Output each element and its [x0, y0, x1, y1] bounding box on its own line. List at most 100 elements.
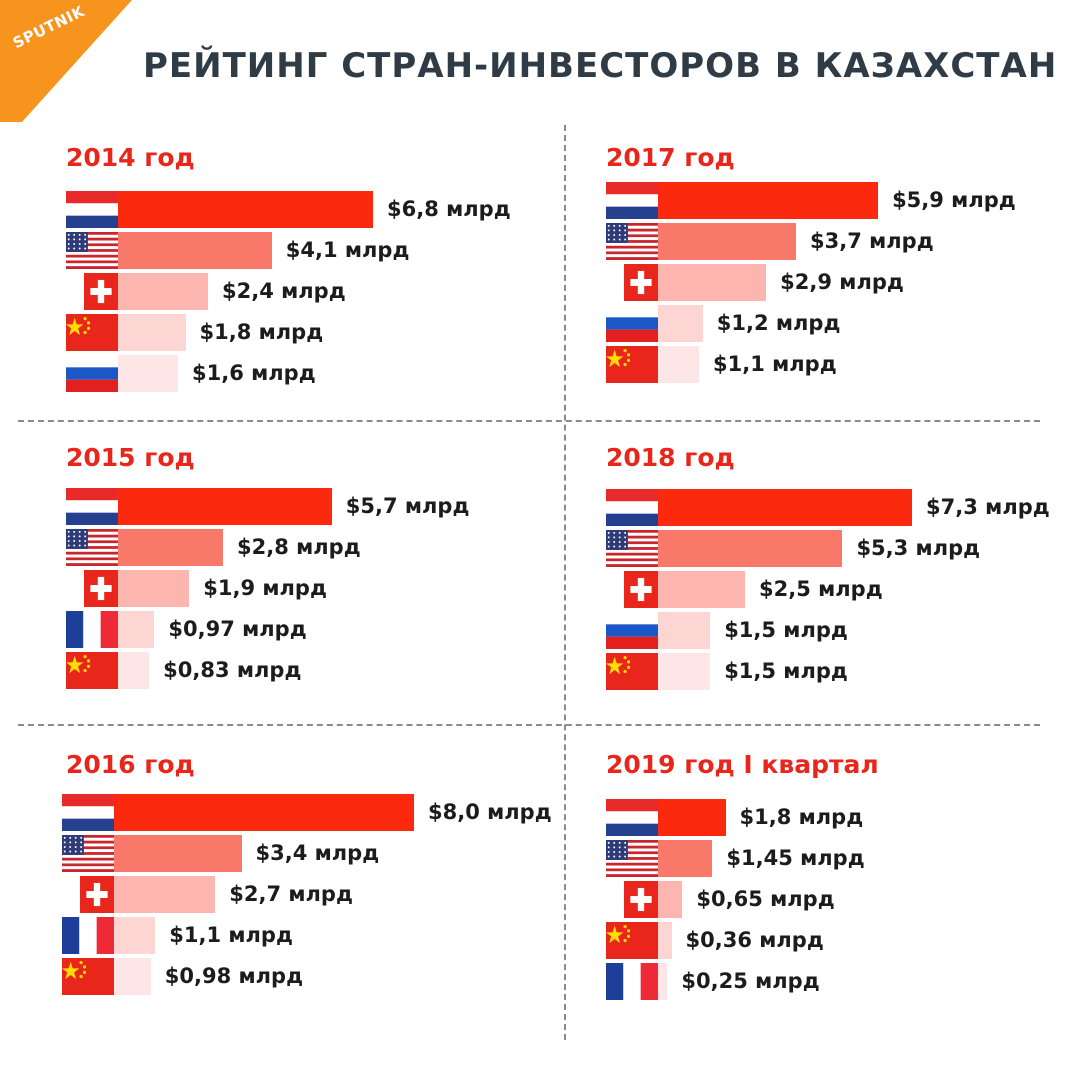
data-label: $5,7 млрд [345, 494, 470, 518]
bar [118, 652, 150, 689]
bar [118, 314, 186, 351]
data-label: $1,8 млрд [199, 320, 324, 344]
china-flag-icon [606, 346, 658, 383]
switzerland-flag-icon [84, 273, 118, 310]
china-flag-icon [66, 314, 118, 351]
netherlands-flag-icon [62, 794, 114, 831]
data-label: $3,7 млрд [810, 229, 934, 253]
switzerland-flag-icon [80, 876, 114, 913]
china-flag-icon [62, 958, 114, 995]
data-label: $1,9 млрд [203, 576, 327, 600]
data-label: $2,8 млрд [237, 535, 361, 559]
usa-flag-icon [62, 835, 114, 872]
data-label: $7,3 млрд [926, 495, 1050, 519]
chart-title: 2019 год I квартал [606, 750, 879, 779]
china-flag-icon [606, 653, 658, 690]
chart-title: 2017 год [606, 143, 735, 172]
data-label: $1,2 млрд [716, 311, 841, 335]
usa-flag-icon [606, 530, 658, 567]
data-label: $6,8 млрд [387, 197, 511, 221]
bar [658, 305, 703, 342]
data-label: $0,36 млрд [685, 928, 824, 952]
bar [658, 612, 711, 649]
bar [658, 346, 700, 383]
chart-title: 2015 год [66, 443, 195, 472]
bar [118, 570, 190, 607]
data-label: $4,1 млрд [285, 238, 410, 262]
usa-flag-icon [606, 840, 658, 877]
data-label: $0,25 млрд [681, 969, 820, 993]
usa-flag-icon [66, 529, 118, 566]
chart-title: 2016 год [66, 750, 195, 779]
data-label: $1,5 млрд [724, 618, 848, 642]
bar [658, 530, 843, 567]
netherlands-flag-icon [606, 489, 658, 526]
france-flag-icon [66, 611, 118, 648]
russia-flag-icon [606, 305, 658, 342]
bar [658, 799, 726, 836]
data-label: $1,1 млрд [713, 352, 837, 376]
bar [114, 876, 216, 913]
netherlands-flag-icon [606, 182, 658, 219]
bar [118, 232, 272, 269]
chart-title: 2018 год [606, 443, 735, 472]
bar [118, 611, 155, 648]
page-title: РЕЙТИНГ СТРАН-ИНВЕСТОРОВ В КАЗАХСТАН [143, 46, 1058, 86]
data-label: $2,9 млрд [780, 270, 904, 294]
bar [118, 355, 178, 392]
bar [114, 794, 414, 831]
china-flag-icon [606, 922, 658, 959]
bar [658, 963, 668, 1000]
china-flag-icon [66, 652, 118, 689]
bar [118, 529, 223, 566]
data-label: $2,4 млрд [222, 279, 346, 303]
data-label: $0,97 млрд [168, 617, 307, 641]
france-flag-icon [62, 917, 114, 954]
usa-flag-icon [66, 232, 118, 269]
data-label: $1,8 млрд [739, 805, 864, 829]
switzerland-flag-icon [624, 264, 658, 301]
bar [658, 223, 796, 260]
data-label: $3,4 млрд [255, 841, 380, 865]
bar [118, 488, 332, 525]
data-label: $1,45 млрд [726, 846, 865, 870]
data-label: $0,83 млрд [163, 658, 302, 682]
bar [658, 840, 713, 877]
switzerland-flag-icon [624, 571, 658, 608]
data-label: $2,5 млрд [759, 577, 883, 601]
usa-flag-icon [606, 223, 658, 260]
netherlands-flag-icon [66, 488, 118, 525]
netherlands-flag-icon [66, 191, 118, 228]
data-label: $0,98 млрд [164, 964, 304, 988]
bar [658, 571, 745, 608]
data-label: $5,3 млрд [856, 536, 981, 560]
data-label: $2,7 млрд [229, 882, 353, 906]
data-label: $1,5 млрд [724, 659, 848, 683]
sputnik-logo [0, 0, 132, 122]
horizontal-divider [18, 724, 1040, 726]
netherlands-flag-icon [606, 799, 658, 836]
horizontal-divider [18, 420, 1040, 422]
bar [658, 653, 711, 690]
chart-title: 2014 год [66, 143, 195, 172]
russia-flag-icon [66, 355, 118, 392]
bar [658, 182, 879, 219]
russia-flag-icon [606, 612, 658, 649]
data-label: $1,1 млрд [169, 923, 293, 947]
data-label: $1,6 млрд [192, 361, 316, 385]
bar [114, 917, 156, 954]
switzerland-flag-icon [624, 881, 658, 918]
bar [118, 273, 208, 310]
france-flag-icon [606, 963, 658, 1000]
bar [658, 489, 913, 526]
data-label: $5,9 млрд [892, 188, 1016, 212]
data-label: $0,65 млрд [696, 887, 835, 911]
vertical-divider [564, 125, 566, 1040]
bar [658, 881, 683, 918]
switzerland-flag-icon [84, 570, 118, 607]
bar [114, 835, 242, 872]
bar [118, 191, 373, 228]
bar [658, 922, 672, 959]
data-label: $8,0 млрд [428, 800, 552, 824]
bar [658, 264, 767, 301]
